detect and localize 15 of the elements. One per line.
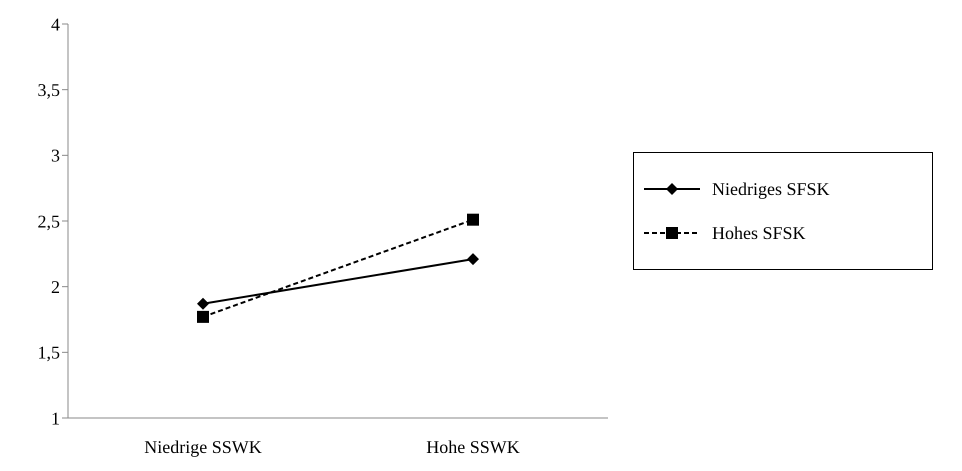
legend-label: Hohes SFSK	[712, 222, 806, 244]
point	[467, 253, 479, 266]
y-tick-label: 2	[51, 277, 60, 298]
y-tick-label: 1,5	[38, 342, 60, 363]
y-tick-label: 4	[51, 14, 60, 34]
point	[197, 310, 209, 323]
legend-label: Niedriges SFSK	[712, 178, 830, 200]
x-tick-label: Hohe SSWK	[426, 436, 520, 457]
y-tick-label: 3	[51, 146, 60, 166]
y-tick-label: 1	[51, 408, 60, 428]
point	[467, 214, 479, 226]
point	[197, 298, 209, 310]
y-tick-label: 3,5	[38, 80, 60, 100]
y-tick-label: 2,5	[38, 211, 60, 232]
x-tick-label: Niedrige SSWK	[144, 436, 262, 457]
